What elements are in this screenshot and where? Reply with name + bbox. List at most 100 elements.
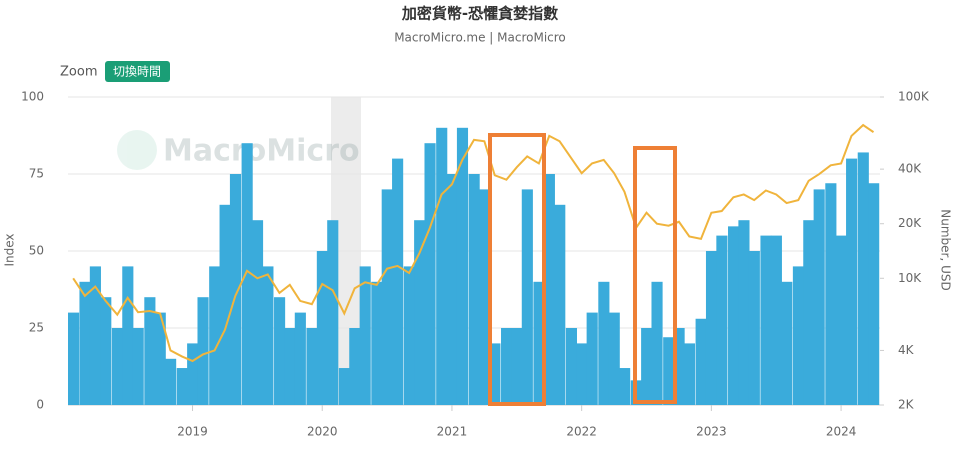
bar [79,281,91,405]
highlight-box [488,133,546,406]
bar [306,328,318,405]
x-tick-label: 2019 [177,425,208,439]
bar [262,266,274,405]
watermark-text: MacroMicro [163,134,360,169]
bar [586,312,598,405]
bar [176,368,188,405]
bar [565,328,577,405]
x-tick-label: 2024 [826,425,857,439]
y-tick-label: 0 [36,398,44,412]
y2-tick-label: 4K [898,343,915,357]
bar [533,281,545,405]
y-tick-label: 25 [29,321,44,335]
bar [111,328,124,405]
bar [274,297,286,405]
bar [359,266,371,405]
bar [705,251,718,405]
bar [144,297,156,405]
bar [436,127,448,406]
bar [835,235,847,405]
bar [89,266,101,405]
watermark-logo [117,130,157,170]
bar [683,343,696,405]
bar [219,204,231,405]
chart-title: 加密貨幣-恐懼貪婪指數 [401,5,558,23]
bar [424,143,436,405]
bar [316,251,328,405]
bar [576,343,588,405]
bar [338,368,351,405]
bar [792,266,804,405]
bar [489,343,501,405]
y2-axis-title: Number, USD [939,209,953,290]
y-tick-label: 100 [21,90,44,104]
bar [294,312,306,405]
y2-tick-label: 40K [898,162,922,176]
bar [403,266,415,405]
y-tick-label: 75 [29,167,44,181]
y2-tick-label: 20K [898,216,922,230]
bar [468,174,480,405]
x-tick-label: 2023 [696,425,727,439]
y-axis-title: Index [3,233,17,266]
y2-tick-label: 10K [898,271,922,285]
bar [165,358,177,405]
bar [543,174,555,405]
bar [846,158,858,405]
bar [781,281,793,405]
bar [663,337,675,405]
chart-subtitle: MacroMicro.me | MacroMicro [394,31,566,45]
bar [641,328,653,405]
price-line [72,123,875,363]
highlight-box [633,146,677,404]
watermark: MacroMicro [117,130,360,170]
bar [716,235,728,405]
bar [598,281,610,405]
y2-tick-label: 100K [898,90,930,104]
bar [197,297,209,405]
bar [456,127,469,406]
bar [414,220,426,405]
bar [371,281,383,405]
bar [392,158,404,405]
y2-tick-label: 2K [898,398,915,412]
bar [251,220,264,405]
bar [868,183,880,405]
bar [132,328,144,405]
x-tick-label: 2020 [307,425,338,439]
bar [803,220,815,405]
bar [695,318,707,405]
bar [501,328,513,405]
zoom-button[interactable] [105,61,170,82]
bar [728,226,740,405]
bar [825,183,837,405]
x-tick-label: 2021 [437,425,468,439]
bar [478,189,491,405]
bar [381,189,393,405]
bar [521,189,533,405]
bar [651,281,663,405]
bar [154,312,166,405]
bar [446,174,458,405]
bar [349,328,361,405]
bar [738,220,750,405]
bar [619,368,631,405]
bar [554,204,566,405]
bar [187,343,199,405]
bar [608,312,620,405]
x-tick-label: 2022 [566,425,597,439]
bar [100,297,112,405]
bar [284,328,296,405]
bar [209,266,221,405]
y-tick-label: 50 [29,244,44,258]
bar [857,152,869,405]
bar [68,312,80,405]
bar [770,235,782,405]
bar [241,143,253,405]
bar [229,174,242,405]
bar [748,251,760,405]
bar [760,235,772,405]
bar [813,189,825,405]
bar [327,220,339,405]
zoom-button-label[interactable]: 切換時間 [113,65,161,79]
